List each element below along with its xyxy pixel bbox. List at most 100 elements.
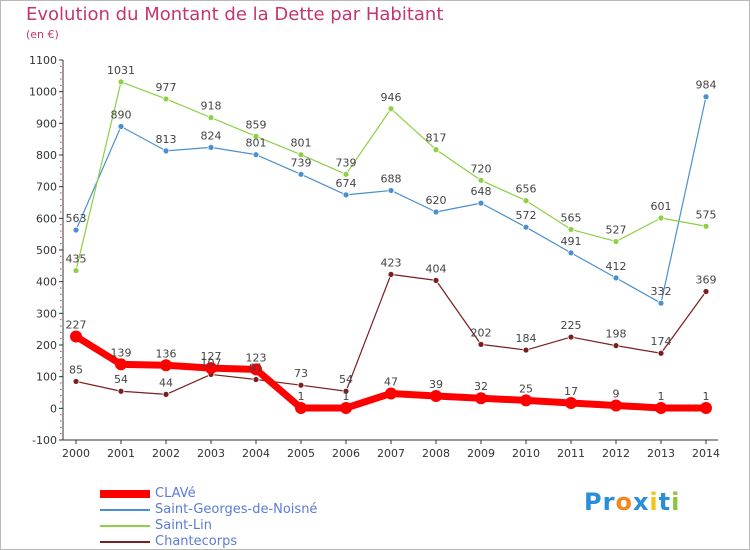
data-label: 648 xyxy=(471,185,492,198)
data-label: 17 xyxy=(564,385,578,398)
y-minor-tick xyxy=(60,224,62,226)
data-label: 184 xyxy=(516,332,537,345)
series-point-0 xyxy=(250,363,262,376)
y-minor-tick xyxy=(60,230,62,232)
y-minor-tick xyxy=(60,388,62,390)
data-label: 813 xyxy=(156,133,177,146)
series-point-1 xyxy=(117,123,125,130)
series-point-1 xyxy=(72,226,80,234)
y-minor-tick xyxy=(60,236,62,238)
data-label: 9 xyxy=(613,387,620,400)
chart-unit: (en €) xyxy=(26,28,59,41)
data-label: 801 xyxy=(246,137,267,150)
data-label: 127 xyxy=(201,350,222,363)
series-point-2 xyxy=(522,197,530,205)
data-label: 859 xyxy=(246,118,267,131)
y-minor-tick xyxy=(60,382,62,384)
series-point-3 xyxy=(252,376,260,383)
data-label: 563 xyxy=(66,212,87,225)
data-label: 601 xyxy=(651,200,672,213)
data-label: 801 xyxy=(291,137,312,150)
y-tick-label: 200 xyxy=(36,339,57,352)
y-minor-tick xyxy=(60,363,62,365)
data-label: 44 xyxy=(159,376,173,389)
y-minor-tick xyxy=(60,255,62,257)
data-label: 656 xyxy=(516,183,537,196)
y-minor-tick xyxy=(60,401,62,403)
x-tick-label: 2012 xyxy=(602,447,630,460)
series-point-0 xyxy=(610,399,622,412)
y-tick-label: 400 xyxy=(36,276,57,289)
x-tick-label: 2007 xyxy=(377,447,405,460)
x-tick-label: 2005 xyxy=(287,447,315,460)
series-point-0 xyxy=(565,396,577,409)
y-minor-tick xyxy=(60,205,62,207)
legend-label: CLAVé xyxy=(155,486,196,501)
data-label: 174 xyxy=(651,335,672,348)
data-label: 1 xyxy=(658,390,665,403)
series-point-0 xyxy=(205,362,217,375)
y-minor-tick xyxy=(60,148,62,150)
y-tick-label: 0 xyxy=(50,402,57,415)
series-point-1 xyxy=(207,143,215,151)
series-point-0 xyxy=(295,402,307,415)
x-tick-label: 2000 xyxy=(62,447,90,460)
series-point-2 xyxy=(72,267,80,274)
y-tick-label: 600 xyxy=(36,212,57,225)
data-label: 890 xyxy=(111,109,132,122)
legend-swatch-saint-lin xyxy=(100,525,150,527)
y-minor-tick xyxy=(60,369,62,371)
series-point-2 xyxy=(477,176,485,184)
y-minor-tick xyxy=(60,103,62,105)
logo-letter: x xyxy=(632,488,650,516)
data-label: 946 xyxy=(381,91,402,104)
series-point-3 xyxy=(522,346,530,354)
y-minor-tick xyxy=(60,414,62,416)
proxiti-logo: Proxiti xyxy=(584,488,680,516)
legend-item-saint-lin: Saint-Lin xyxy=(100,518,400,534)
y-minor-tick xyxy=(60,357,62,359)
data-label: 1031 xyxy=(107,64,135,77)
data-label: 136 xyxy=(156,347,177,360)
series-point-1 xyxy=(567,249,575,257)
data-label: 54 xyxy=(339,373,353,386)
legend-label: Chantecorps xyxy=(155,534,238,549)
y-minor-tick xyxy=(60,306,62,308)
data-label: 123 xyxy=(246,351,267,364)
y-minor-tick xyxy=(60,293,62,295)
x-tick-label: 2009 xyxy=(467,447,495,460)
y-tick-label: -100 xyxy=(32,434,57,447)
series-point-0 xyxy=(700,402,712,415)
legend-label: Saint-Georges-de-Noisné xyxy=(155,502,318,517)
legend-item-clave: CLAVé xyxy=(100,486,400,502)
logo-letter: i xyxy=(649,488,659,516)
series-point-1 xyxy=(297,170,305,178)
y-minor-tick xyxy=(60,300,62,302)
series-point-2 xyxy=(432,146,440,154)
series-point-1 xyxy=(522,223,530,231)
y-minor-tick xyxy=(60,141,62,143)
y-minor-tick xyxy=(60,173,62,175)
series-point-3 xyxy=(702,288,710,295)
x-tick-label: 2001 xyxy=(107,447,135,460)
logo-letter: i xyxy=(671,488,681,516)
series-point-1 xyxy=(387,187,395,194)
legend-item-saint-georges-de-noisne: Saint-Georges-de-Noisné xyxy=(100,502,400,518)
series-point-3 xyxy=(72,378,80,385)
series-point-2 xyxy=(117,78,125,86)
data-label: 202 xyxy=(471,326,492,339)
data-label: 32 xyxy=(474,380,488,393)
data-label: 1 xyxy=(703,390,710,403)
series-point-2 xyxy=(207,114,215,122)
y-minor-tick xyxy=(60,426,62,428)
logo-letter: t xyxy=(658,488,672,516)
legend-swatch-saint-georges-de-noisne xyxy=(100,509,150,511)
data-label: 107 xyxy=(201,356,222,369)
x-tick-label: 2004 xyxy=(242,447,270,460)
series-point-3 xyxy=(657,349,665,357)
series-point-0 xyxy=(340,402,352,415)
y-tick-label: 500 xyxy=(36,244,57,257)
data-label: 369 xyxy=(696,273,717,286)
legend: CLAVé Saint-Georges-de-Noisné Saint-Lin … xyxy=(100,486,400,550)
series-point-3 xyxy=(387,270,395,278)
